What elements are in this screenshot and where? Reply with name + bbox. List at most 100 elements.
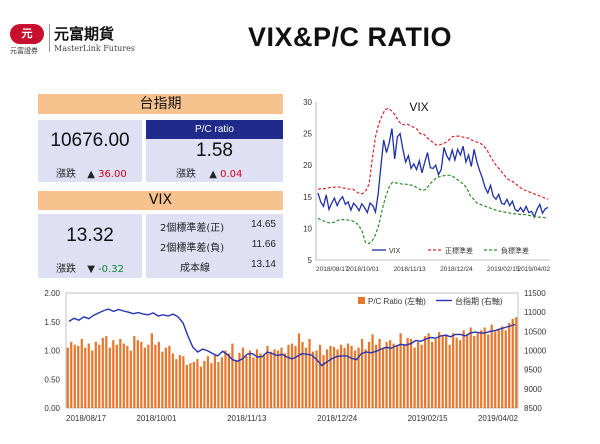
pcr-bar	[350, 345, 353, 408]
pcr-bar	[112, 340, 115, 408]
std-lower-label: 2個標準差(負)	[160, 243, 225, 254]
pcr-bar	[91, 350, 94, 408]
pcr-bar	[206, 356, 210, 408]
pcr-bar	[346, 343, 350, 408]
pcr-bar	[70, 341, 73, 409]
pcr-bar	[126, 345, 129, 408]
pcr-bar	[234, 360, 238, 408]
vix-lower-band-line	[317, 174, 549, 245]
pcr-bar	[511, 318, 514, 409]
pcr-bar	[94, 341, 97, 409]
pcr-bar	[329, 345, 332, 408]
pcr-bar	[245, 356, 248, 408]
change-label: 漲跌	[56, 264, 76, 275]
pcr-bar	[199, 366, 203, 408]
pcr-bar	[374, 344, 378, 408]
pcr-left-tick-label: 0.00	[44, 404, 60, 413]
pcr-bar	[231, 343, 234, 408]
pcr-bar	[357, 347, 360, 409]
pcr-bar	[273, 349, 276, 408]
cost-line-label: 成本線	[180, 263, 210, 274]
pcr-bar	[248, 350, 252, 408]
pcr-bar	[483, 327, 486, 408]
pcr-bar	[255, 349, 259, 408]
pcr-bar	[445, 334, 448, 408]
vix-legend-label: VIX	[389, 248, 401, 255]
logo-divider	[49, 24, 50, 52]
pcr-bar	[494, 331, 497, 408]
std-lower-value: 11.66	[251, 239, 276, 250]
pcr-left-tick-label: 1.00	[44, 347, 60, 356]
pcr-bar	[101, 337, 104, 408]
vix-y-tick-label: 30	[303, 98, 312, 107]
pcr-bar	[122, 343, 125, 408]
pcr-bar	[434, 339, 437, 408]
pcr-bar	[129, 350, 132, 408]
vix-series-line	[317, 128, 549, 219]
pcr-bar	[462, 330, 465, 409]
pcr-bar	[311, 351, 315, 408]
header: 元 元富證券 元富期貨 MasterLink Futures VIX&P/C R…	[0, 0, 600, 78]
pcr-left-tick-label: 0.50	[44, 375, 60, 384]
pcr-change-value: 0.04	[220, 169, 243, 180]
pcr-bar	[315, 350, 318, 408]
pcr-bar	[322, 355, 325, 408]
pcr-bar	[339, 344, 343, 408]
change-label: 漲跌	[176, 169, 196, 180]
page-title: VIX&P/C RATIO	[247, 22, 453, 52]
pcr-bar	[353, 350, 357, 408]
pcr-header: P/C ratio	[146, 120, 283, 139]
pcr-bar	[424, 336, 427, 409]
vix-y-tick-label: 25	[303, 130, 312, 139]
pcr-bar	[332, 347, 336, 408]
pcr-bar	[410, 339, 413, 408]
pcr-bar	[133, 336, 136, 409]
vix-x-tick-label: 2018/12/24	[440, 266, 473, 273]
pcr-bar	[452, 333, 455, 408]
pcr-bar	[438, 332, 441, 408]
pcr-legend-label: P/C Ratio (左軸)	[368, 296, 426, 306]
pcr-card: 1.58 漲跌 ▲ 0.04	[146, 139, 283, 182]
pcr-right-tick-label: 11500	[524, 289, 546, 298]
pcr-left-tick-label: 2.00	[44, 289, 60, 298]
pcr-bar	[466, 334, 469, 408]
pcr-bar	[385, 341, 388, 409]
taiex-line	[68, 308, 516, 367]
pcr-bar	[178, 355, 181, 408]
pcr-bar	[269, 351, 273, 408]
pcr-bar	[501, 326, 504, 408]
vix-y-tick-label: 10	[303, 224, 312, 233]
pcr-bar	[157, 341, 160, 409]
pcr-bar	[297, 333, 301, 408]
pcr-bar	[171, 353, 174, 409]
pcr-bar	[196, 359, 199, 409]
pcr-bar	[427, 333, 430, 408]
pcr-right-tick-label: 11000	[524, 308, 546, 317]
pcr-bar	[161, 351, 164, 408]
pcr-bar	[480, 330, 483, 409]
pcr-bar	[399, 333, 402, 408]
pcr-bar	[403, 344, 406, 408]
pcr-bar	[308, 339, 311, 408]
vix-card: 13.32 漲跌 ▼ -0.32	[38, 214, 142, 278]
pcr-bar	[210, 363, 213, 408]
pcr-bar	[381, 347, 385, 409]
std-upper-label: 2個標準差(正)	[160, 223, 225, 234]
std-upper-value: 14.65	[250, 219, 276, 230]
pcr-bar	[420, 344, 423, 408]
pcr-bar	[343, 347, 346, 409]
pcr-bar	[98, 344, 101, 408]
pcr-bar	[290, 343, 294, 408]
pcr-right-tick-label: 10000	[524, 347, 547, 356]
pcr-value: 1.58	[196, 140, 233, 161]
pcr-bar	[417, 341, 420, 409]
pcr-right-tick-label: 8500	[524, 404, 542, 413]
pcr-x-tick-label: 2018/12/24	[317, 414, 358, 423]
up-arrow-icon: ▲	[87, 169, 95, 180]
pcr-bar	[406, 337, 409, 408]
pcr-bar	[164, 347, 167, 409]
pcr-bar	[364, 349, 367, 408]
pcr-bar	[413, 347, 416, 409]
pcr-bar	[213, 355, 217, 408]
pcr-right-tick-label: 10500	[524, 327, 547, 336]
